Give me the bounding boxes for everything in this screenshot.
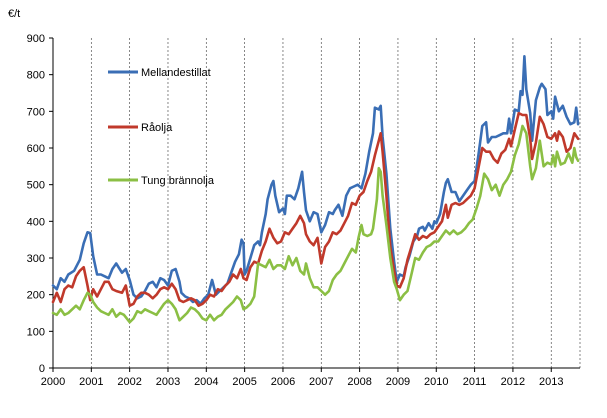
x-tick-label-2001: 2001 (79, 376, 103, 388)
tick-labels: 0 100 200 300 400 500 600 700 800 900 2000 2001 2002… (27, 33, 564, 388)
legend: Mellandestillat Råolja Tung brännolja (108, 67, 215, 187)
legend-label-mellandestillat: Mellandestillat (141, 67, 211, 79)
x-tick-label-2004: 2004 (194, 376, 218, 388)
y-tick-label-700: 700 (27, 106, 45, 118)
y-tick-label-400: 400 (27, 216, 45, 228)
x-tick-label-2010: 2010 (424, 376, 448, 388)
y-tick-label-100: 100 (27, 326, 45, 338)
y-tick-label-800: 800 (27, 70, 45, 82)
vertical-gridlines (90, 38, 581, 368)
x-tick-label-2011: 2011 (463, 376, 487, 388)
series-lines (51, 55, 580, 324)
x-tick-label-2005: 2005 (232, 376, 256, 388)
y-tick-label-200: 200 (27, 290, 45, 302)
y-tick-label-600: 600 (27, 143, 45, 155)
x-tick-label-2012: 2012 (501, 376, 525, 388)
x-tick-label-2009: 2009 (386, 376, 410, 388)
series-line-mellandestillat (51, 55, 580, 306)
x-tick-label-2000: 2000 (41, 376, 65, 388)
x-tick-label-2008: 2008 (347, 376, 371, 388)
x-tick-label-2006: 2006 (271, 376, 295, 388)
series-line-r-olja (51, 111, 580, 307)
y-tick-label-900: 900 (27, 33, 45, 45)
x-tick-label-2003: 2003 (156, 376, 180, 388)
y-tick-label-500: 500 (27, 180, 45, 192)
x-tick-label-2007: 2007 (309, 376, 333, 388)
y-axis-unit-label: €/t (8, 8, 20, 20)
x-tick-label-2002: 2002 (117, 376, 141, 388)
series-line-tung-br-nnolja (51, 124, 580, 324)
legend-label-tung-br-nnolja: Tung brännolja (141, 175, 215, 187)
y-tick-label-300: 300 (27, 253, 45, 265)
x-tick-label-2013: 2013 (539, 376, 563, 388)
legend-label-r-olja: Råolja (141, 122, 173, 134)
y-tick-label-0: 0 (39, 363, 45, 375)
